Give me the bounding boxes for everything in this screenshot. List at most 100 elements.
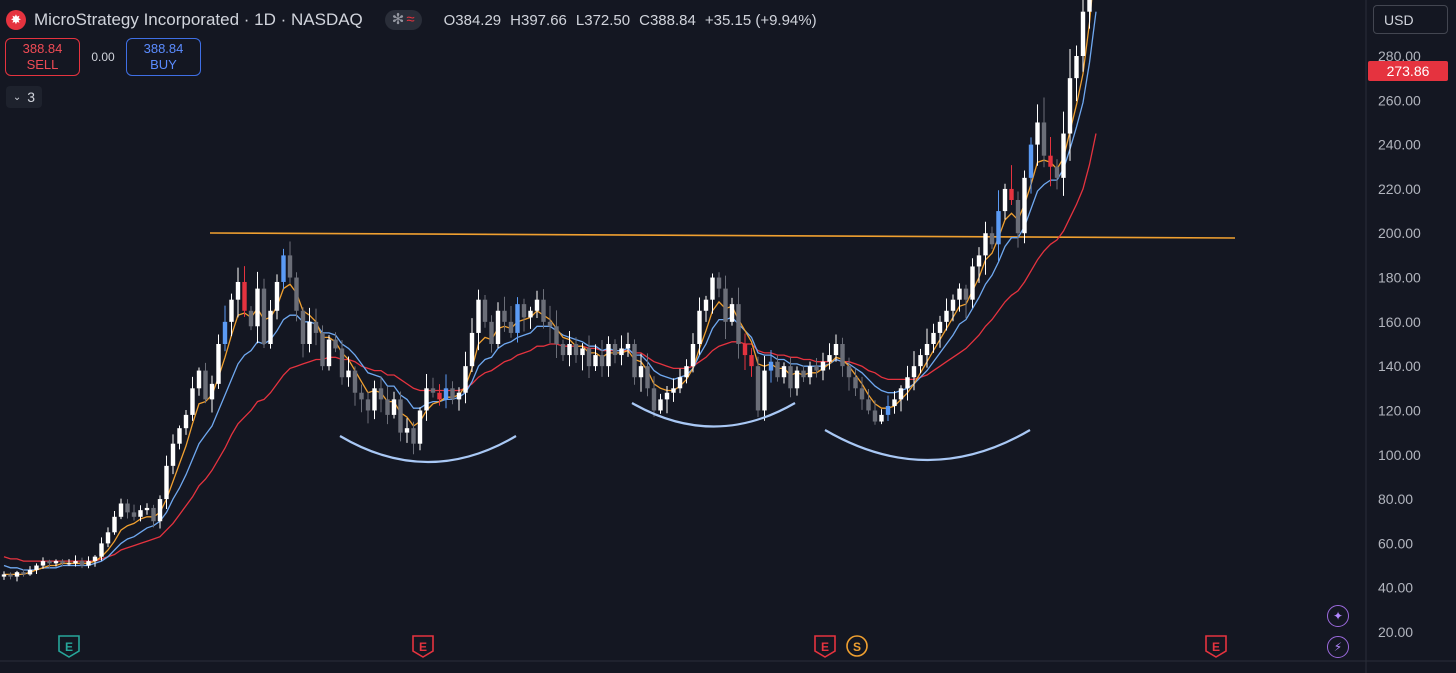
candle [937, 315, 943, 348]
ohlc-high: H397.66 [510, 11, 567, 29]
candle [170, 434, 176, 475]
candle [359, 384, 364, 413]
candle [801, 365, 806, 382]
candle [1, 571, 7, 580]
candle [554, 310, 559, 358]
candle [638, 353, 644, 392]
candle [677, 368, 683, 394]
candle [404, 418, 410, 443]
candle [502, 296, 507, 332]
candle [781, 362, 787, 384]
asterisk-icon[interactable]: ✻ [391, 11, 405, 28]
candle [339, 340, 345, 385]
spread-value: 0.00 [91, 50, 115, 64]
candle [443, 374, 449, 409]
company-logo-icon: ✸ [6, 10, 26, 30]
lightning-icon[interactable]: ⚡ [1327, 636, 1349, 658]
y-tick-label: 260.00 [1378, 92, 1421, 108]
wave-icon[interactable]: ≈ [406, 11, 415, 28]
candle [1048, 137, 1053, 187]
indicators-toggle[interactable]: ⌄ 3 [6, 86, 42, 108]
candle [892, 391, 897, 414]
y-tick-label: 80.00 [1378, 491, 1413, 507]
candle [92, 555, 98, 567]
candle [723, 275, 728, 340]
candle [768, 350, 774, 383]
candle [268, 299, 273, 349]
candle [762, 355, 767, 421]
y-tick-label: 240.00 [1378, 137, 1421, 153]
candle [606, 336, 611, 377]
candle [560, 339, 566, 361]
candle [593, 344, 598, 372]
candle [60, 559, 65, 567]
candle [411, 421, 416, 455]
y-tick-label: 160.00 [1378, 314, 1421, 330]
candle [482, 294, 488, 328]
candle [924, 328, 930, 368]
candle [521, 298, 527, 332]
candle [125, 499, 130, 519]
candle [742, 333, 748, 371]
symbol-title[interactable]: MicroStrategy Incorporated · 1D · NASDAQ [34, 10, 363, 29]
candle [775, 355, 780, 382]
candle [8, 572, 13, 580]
candle [242, 266, 247, 317]
y-tick-label: 40.00 [1378, 580, 1413, 596]
candle [1080, 0, 1086, 72]
candle [209, 375, 215, 413]
candle [34, 563, 39, 575]
candle [658, 393, 663, 414]
candle [1074, 45, 1079, 102]
cup-arc-3 [824, 429, 1031, 462]
candle [690, 333, 696, 373]
candle [326, 335, 332, 371]
candle [391, 391, 397, 419]
candle [632, 339, 637, 385]
earnings-icon: E [814, 635, 836, 658]
candle [144, 503, 150, 515]
candle [651, 376, 657, 417]
candle [827, 343, 832, 370]
candle [47, 559, 52, 569]
chevron-down-icon: ⌄ [12, 91, 22, 103]
candle [352, 366, 358, 406]
candle [898, 385, 904, 412]
candle [469, 318, 475, 373]
candle [164, 455, 169, 509]
candle [703, 295, 709, 322]
svg-text:E: E [821, 640, 829, 654]
candle [879, 409, 884, 425]
candle [846, 357, 852, 391]
candle [944, 298, 949, 331]
buy-button[interactable]: 388.84 BUY [126, 38, 201, 76]
candle [495, 302, 501, 349]
y-tick-label: 180.00 [1378, 270, 1421, 286]
indicator-pill[interactable]: ✻ ≈ [384, 10, 422, 30]
currency-select[interactable]: USD [1373, 5, 1448, 34]
candle [183, 410, 189, 435]
candle [229, 293, 234, 337]
sparkle-icon[interactable]: ✦ [1327, 605, 1349, 627]
candle [53, 559, 59, 567]
candle [963, 284, 969, 319]
candle [313, 308, 319, 346]
candle [40, 557, 46, 569]
candle [1054, 159, 1060, 190]
candle [957, 283, 962, 312]
candle [79, 557, 85, 569]
candle [586, 335, 592, 379]
candle [1087, 0, 1092, 29]
candle [859, 376, 865, 410]
candle [294, 272, 299, 322]
candle [749, 348, 754, 377]
candle [417, 407, 423, 451]
sell-button[interactable]: 388.84 SELL [5, 38, 80, 76]
candle [112, 511, 117, 535]
candle [320, 325, 325, 371]
candle [814, 358, 819, 378]
candle [697, 297, 702, 355]
candle [190, 376, 195, 421]
candle [118, 498, 124, 520]
